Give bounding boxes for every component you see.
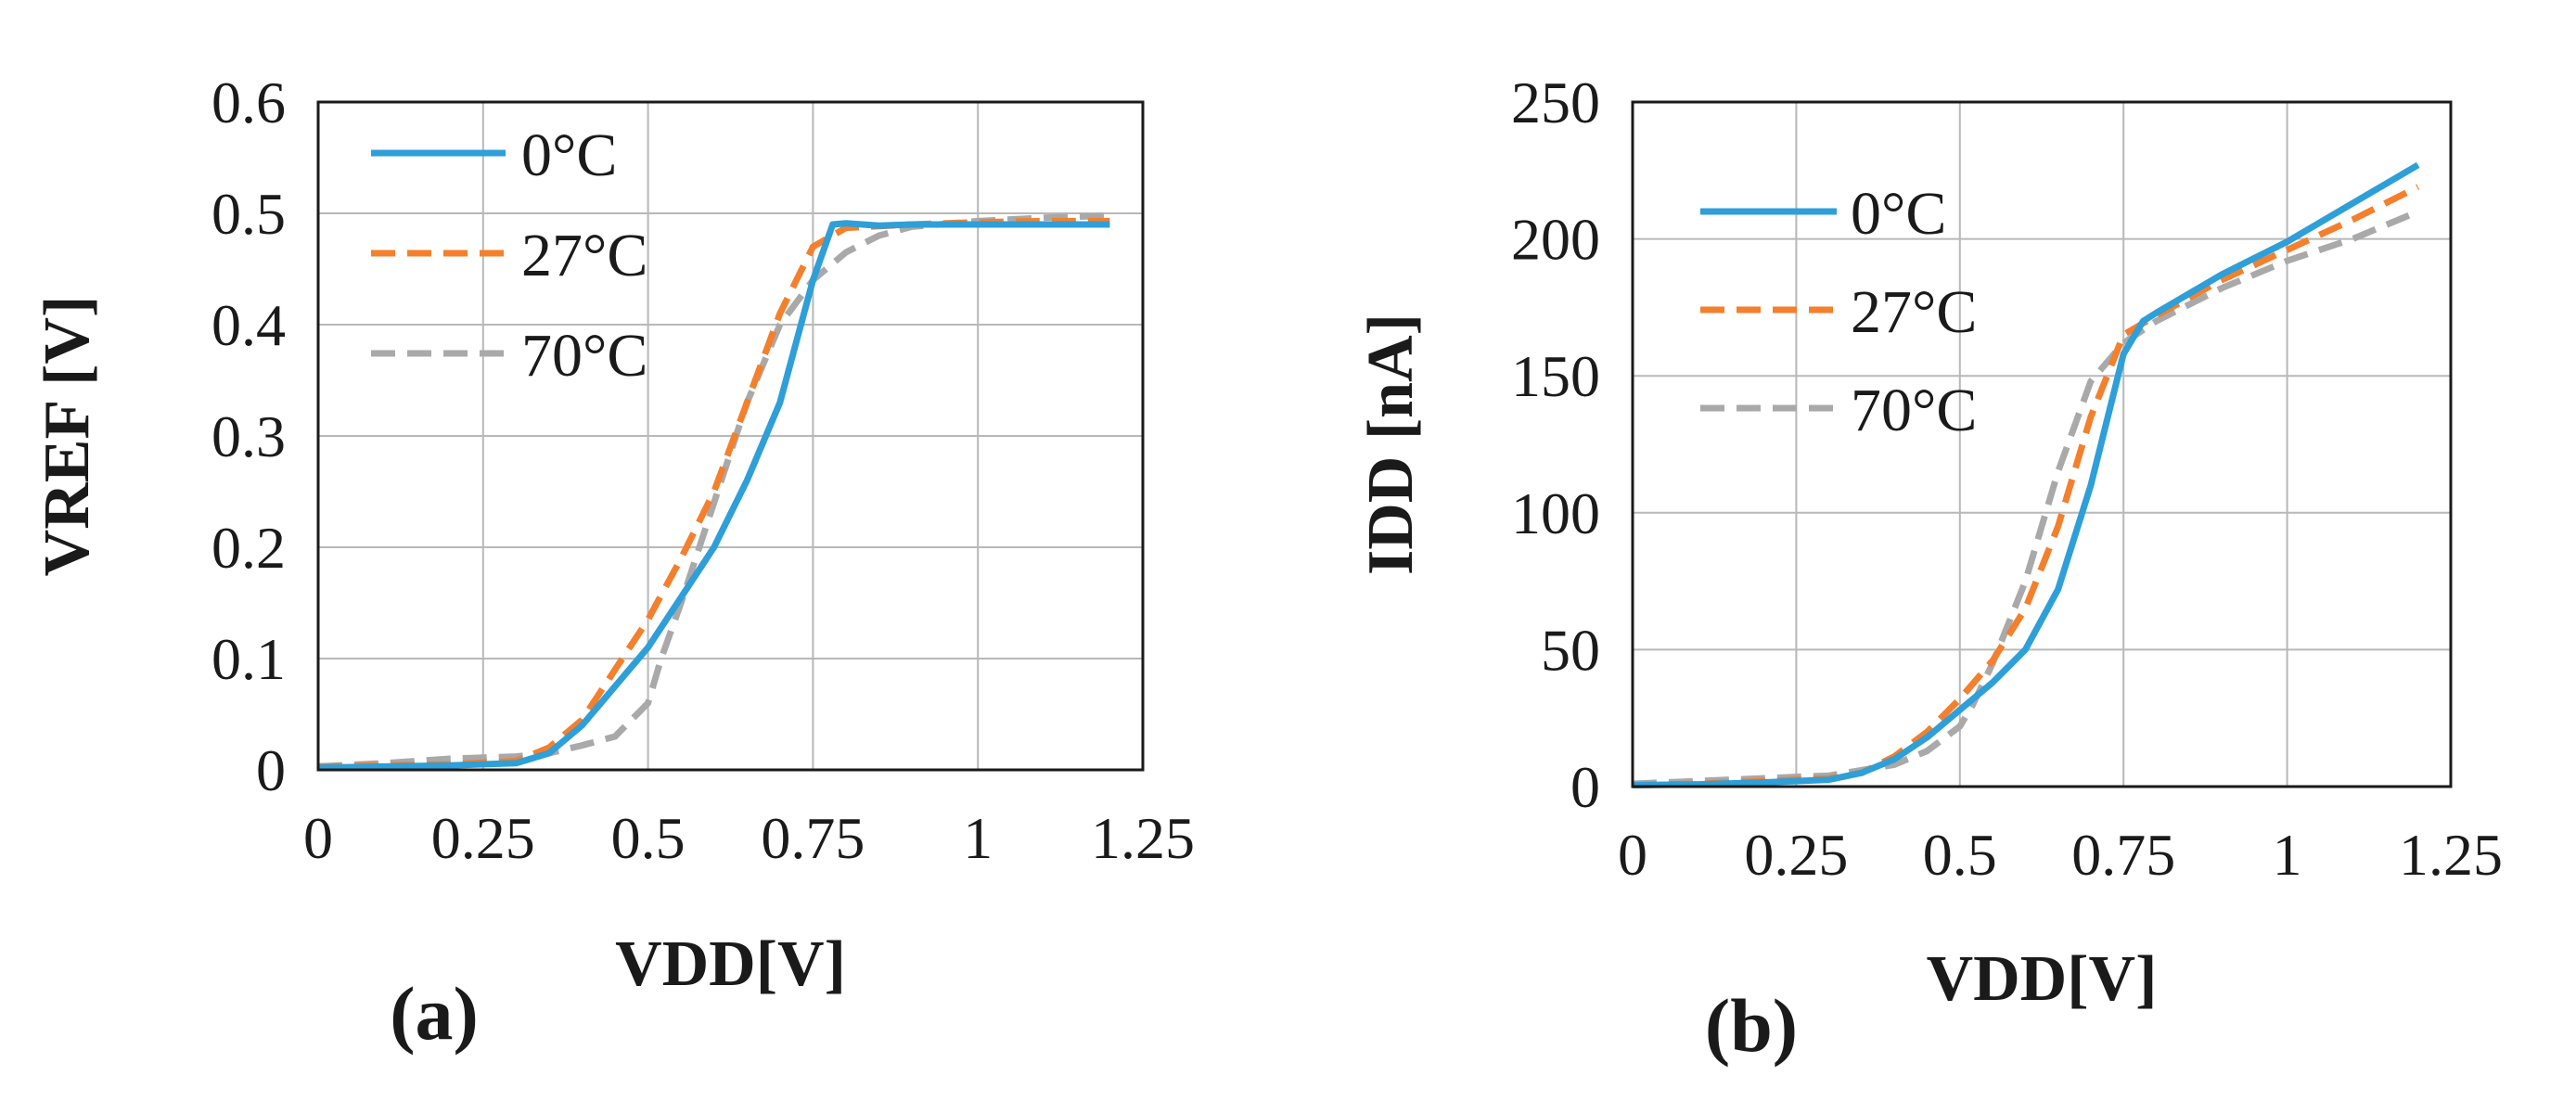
panel-b-y-tick-label: 100 xyxy=(1511,480,1600,546)
panel-a-legend-label: 70°C xyxy=(521,322,647,390)
panel-b: 0 0.25 0.5 0.75 1 1.25 0 50 100 150 200 250 0°C 27°… xyxy=(1355,70,2503,1068)
panel-a-y-tick-label: 0 xyxy=(256,737,286,803)
panel-a-y-tick-label: 0.4 xyxy=(211,292,286,358)
panel-b-legend-label: 70°C xyxy=(1851,377,1977,444)
panel-b-x-tick-label: 0 xyxy=(1618,822,1647,888)
panel-a-x-tick-label: 0.5 xyxy=(611,805,686,871)
panel-a-x-tick-label: 0.25 xyxy=(431,805,535,871)
panel-b-x-tick-label: 0.75 xyxy=(2071,822,2175,888)
panel-a-legend-label: 0°C xyxy=(521,122,617,189)
panel-a-y-tick-label: 0.2 xyxy=(211,515,286,581)
panel-b-y-tick-label: 0 xyxy=(1570,754,1600,820)
panel-b-series-27c-line xyxy=(1632,184,2420,788)
panel-b-x-tick-labels: 0 0.25 0.5 0.75 1 1.25 xyxy=(1618,822,2503,888)
panel-b-y-tick-labels: 0 50 100 150 200 250 xyxy=(1511,70,1600,820)
panel-b-y-axis-title: IDD [nA] xyxy=(1355,314,1427,575)
panel-b-label: (b) xyxy=(1705,983,1798,1068)
panel-b-y-tick-label: 150 xyxy=(1511,343,1600,409)
panel-a-series xyxy=(317,211,1110,772)
panel-b-x-tick-label: 1.25 xyxy=(2399,822,2503,888)
panel-b-series-0c-line xyxy=(1632,161,2420,788)
panel-a-series-70c-line xyxy=(317,211,1110,770)
panel-b-legend: 0°C 27°C 70°C xyxy=(1700,180,1977,444)
panel-b-x-tick-label: 0.5 xyxy=(1923,822,1997,888)
panel-a-y-axis-title: VREF [V] xyxy=(32,296,103,577)
panel-b-x-axis-title: VDD[V] xyxy=(1927,943,2158,1015)
panel-b-x-tick-label: 0.25 xyxy=(1744,822,1848,888)
panel-a: 0 0.25 0.5 0.75 1 1.25 0 0.1 0.2 0.3 0.4 0.5 0.6 0°… xyxy=(32,70,1195,1056)
panel-b-series xyxy=(1632,161,2420,788)
panel-a-label: (a) xyxy=(390,971,479,1056)
panel-b-y-tick-label: 50 xyxy=(1541,617,1600,683)
panel-a-y-tick-label: 0.5 xyxy=(211,181,286,247)
panel-a-y-tick-label: 0.6 xyxy=(211,70,286,135)
panel-b-y-tick-label: 250 xyxy=(1511,70,1600,135)
panel-a-legend: 0°C 27°C 70°C xyxy=(371,122,647,390)
panel-b-legend-label: 27°C xyxy=(1851,278,1977,346)
panel-a-plot-frame xyxy=(316,100,1145,772)
panel-a-x-tick-label: 1 xyxy=(963,805,993,871)
panel-b-y-tick-label: 200 xyxy=(1511,207,1600,273)
panel-a-x-tick-label: 1.25 xyxy=(1091,805,1195,871)
panel-a-x-tick-label: 0 xyxy=(303,805,333,871)
panel-a-x-tick-label: 0.75 xyxy=(761,805,865,871)
panel-a-x-axis-title: VDD[V] xyxy=(615,928,846,1000)
panel-b-grid xyxy=(1632,101,2452,787)
panel-b-legend-label: 0°C xyxy=(1851,180,1946,248)
panel-a-legend-label: 27°C xyxy=(521,222,647,289)
panel-b-x-tick-label: 1 xyxy=(2273,822,2302,888)
panel-a-series-0c-line xyxy=(317,220,1110,772)
panel-b-series-70c-line xyxy=(1632,208,2420,787)
panel-b-plot-frame xyxy=(1631,100,2453,788)
panel-a-grid xyxy=(317,101,1144,771)
panel-a-y-tick-labels: 0 0.1 0.2 0.3 0.4 0.5 0.6 xyxy=(211,70,286,803)
panel-a-y-tick-label: 0.1 xyxy=(211,626,286,692)
panel-a-x-tick-labels: 0 0.25 0.5 0.75 1 1.25 xyxy=(303,805,1195,871)
panel-a-y-tick-label: 0.3 xyxy=(211,403,286,469)
